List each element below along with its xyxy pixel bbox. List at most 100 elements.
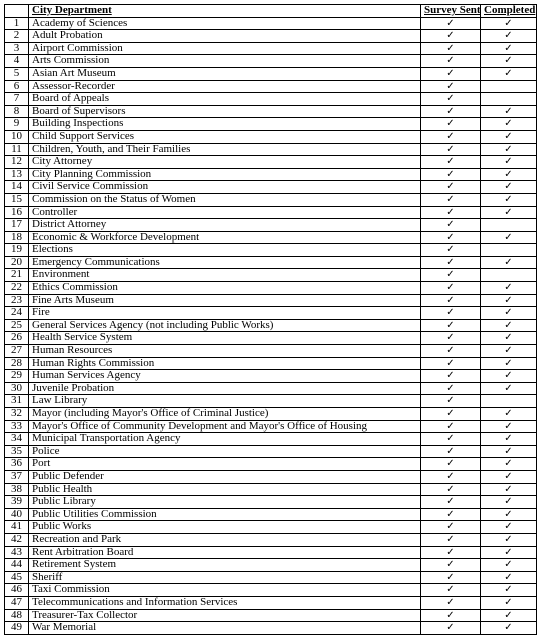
table-header: City Department Survey Sent Completed bbox=[5, 5, 537, 18]
department-name: Fire bbox=[29, 307, 421, 320]
table-row: 44Retirement System✓✓ bbox=[5, 559, 537, 572]
table-row: 20Emergency Communications✓✓ bbox=[5, 256, 537, 269]
row-number: 30 bbox=[5, 382, 29, 395]
completed-check: ✓ bbox=[481, 445, 537, 458]
survey-sent-check: ✓ bbox=[421, 156, 481, 169]
survey-sent-check: ✓ bbox=[421, 533, 481, 546]
survey-sent-check: ✓ bbox=[421, 420, 481, 433]
table-row: 9Building Inspections✓✓ bbox=[5, 118, 537, 131]
table-row: 10Child Support Services✓✓ bbox=[5, 130, 537, 143]
survey-sent-check: ✓ bbox=[421, 168, 481, 181]
row-number: 46 bbox=[5, 584, 29, 597]
survey-sent-check: ✓ bbox=[421, 571, 481, 584]
survey-sent-check: ✓ bbox=[421, 231, 481, 244]
completed-check: ✓ bbox=[481, 17, 537, 30]
department-name: Municipal Transportation Agency bbox=[29, 433, 421, 446]
survey-sent-check: ✓ bbox=[421, 357, 481, 370]
department-name: Law Library bbox=[29, 395, 421, 408]
row-number: 33 bbox=[5, 420, 29, 433]
row-number: 40 bbox=[5, 508, 29, 521]
table-row: 39Public Library✓✓ bbox=[5, 496, 537, 509]
department-name: Juvenile Probation bbox=[29, 382, 421, 395]
completed-check bbox=[481, 244, 537, 257]
table-row: 14Civil Service Commission✓✓ bbox=[5, 181, 537, 194]
completed-check: ✓ bbox=[481, 181, 537, 194]
table-row: 27Human Resources✓✓ bbox=[5, 345, 537, 358]
department-name: City Planning Commission bbox=[29, 168, 421, 181]
row-number: 21 bbox=[5, 269, 29, 282]
table-row: 2Adult Probation✓✓ bbox=[5, 30, 537, 43]
table-row: 16Controller✓✓ bbox=[5, 206, 537, 219]
completed-check: ✓ bbox=[481, 483, 537, 496]
row-number: 38 bbox=[5, 483, 29, 496]
department-name: Adult Probation bbox=[29, 30, 421, 43]
table-row: 31Law Library✓ bbox=[5, 395, 537, 408]
completed-check: ✓ bbox=[481, 105, 537, 118]
row-number: 43 bbox=[5, 546, 29, 559]
table-row: 6Assessor-Recorder✓ bbox=[5, 80, 537, 93]
department-name: Board of Supervisors bbox=[29, 105, 421, 118]
department-name: Asian Art Museum bbox=[29, 67, 421, 80]
table-row: 7Board of Appeals✓ bbox=[5, 93, 537, 106]
survey-sent-check: ✓ bbox=[421, 93, 481, 106]
department-name: Telecommunications and Information Servi… bbox=[29, 596, 421, 609]
table-row: 29Human Services Agency✓✓ bbox=[5, 370, 537, 383]
completed-check: ✓ bbox=[481, 319, 537, 332]
table-row: 33Mayor's Office of Community Developmen… bbox=[5, 420, 537, 433]
row-number: 42 bbox=[5, 533, 29, 546]
row-number: 18 bbox=[5, 231, 29, 244]
row-number: 27 bbox=[5, 345, 29, 358]
department-name: Economic & Workforce Development bbox=[29, 231, 421, 244]
department-name: Human Resources bbox=[29, 345, 421, 358]
table-row: 11Children, Youth, and Their Families✓✓ bbox=[5, 143, 537, 156]
row-number: 24 bbox=[5, 307, 29, 320]
completed-check: ✓ bbox=[481, 118, 537, 131]
department-name: Airport Commission bbox=[29, 42, 421, 55]
row-number: 9 bbox=[5, 118, 29, 131]
table-row: 35Police✓✓ bbox=[5, 445, 537, 458]
department-name: Public Health bbox=[29, 483, 421, 496]
table-row: 17District Attorney✓ bbox=[5, 219, 537, 232]
completed-check: ✓ bbox=[481, 596, 537, 609]
row-number: 47 bbox=[5, 596, 29, 609]
survey-sent-check: ✓ bbox=[421, 345, 481, 358]
department-name: Board of Appeals bbox=[29, 93, 421, 106]
department-name: Ethics Commission bbox=[29, 282, 421, 295]
row-number: 11 bbox=[5, 143, 29, 156]
department-name: District Attorney bbox=[29, 219, 421, 232]
table-row: 13City Planning Commission✓✓ bbox=[5, 168, 537, 181]
row-number: 4 bbox=[5, 55, 29, 68]
row-number: 49 bbox=[5, 622, 29, 635]
table-row: 4Arts Commission✓✓ bbox=[5, 55, 537, 68]
table-row: 25General Services Agency (not including… bbox=[5, 319, 537, 332]
completed-check: ✓ bbox=[481, 370, 537, 383]
survey-sent-check: ✓ bbox=[421, 219, 481, 232]
row-number: 39 bbox=[5, 496, 29, 509]
survey-sent-check: ✓ bbox=[421, 118, 481, 131]
survey-sent-check: ✓ bbox=[421, 332, 481, 345]
completed-check: ✓ bbox=[481, 496, 537, 509]
row-number: 45 bbox=[5, 571, 29, 584]
row-number: 26 bbox=[5, 332, 29, 345]
department-name: Controller bbox=[29, 206, 421, 219]
row-number: 36 bbox=[5, 458, 29, 471]
survey-sent-check: ✓ bbox=[421, 282, 481, 295]
survey-sent-check: ✓ bbox=[421, 496, 481, 509]
department-name: Treasurer-Tax Collector bbox=[29, 609, 421, 622]
table-row: 18Economic & Workforce Development✓✓ bbox=[5, 231, 537, 244]
department-name: Recreation and Park bbox=[29, 533, 421, 546]
header-survey-sent: Survey Sent bbox=[421, 5, 481, 18]
department-name: Health Service System bbox=[29, 332, 421, 345]
completed-check: ✓ bbox=[481, 546, 537, 559]
survey-sent-check: ✓ bbox=[421, 67, 481, 80]
row-number: 14 bbox=[5, 181, 29, 194]
completed-check: ✓ bbox=[481, 584, 537, 597]
completed-check bbox=[481, 93, 537, 106]
completed-check: ✓ bbox=[481, 42, 537, 55]
row-number: 12 bbox=[5, 156, 29, 169]
department-name: Retirement System bbox=[29, 559, 421, 572]
table-row: 26Health Service System✓✓ bbox=[5, 332, 537, 345]
survey-sent-check: ✓ bbox=[421, 370, 481, 383]
survey-sent-check: ✓ bbox=[421, 546, 481, 559]
survey-sent-check: ✓ bbox=[421, 143, 481, 156]
